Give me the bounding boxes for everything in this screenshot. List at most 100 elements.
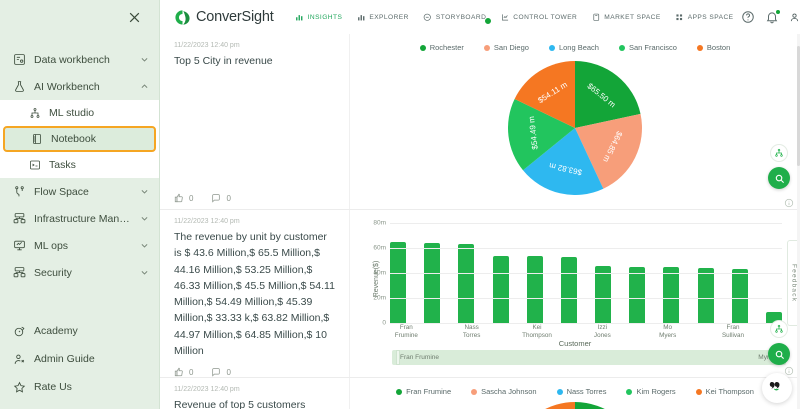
search-button[interactable] [768, 343, 790, 365]
sidebar-item-security[interactable]: Security [0, 259, 159, 286]
legend-item[interactable]: Rochester [419, 43, 464, 52]
sidebar-item-ml-studio[interactable]: ML studio [0, 100, 159, 126]
info-icon[interactable] [784, 363, 794, 376]
nav-item-apps-space[interactable]: APPS SPACE [668, 13, 741, 22]
bar[interactable] [526, 256, 543, 324]
pie-slice[interactable] [508, 98, 575, 171]
content-scrollbar[interactable] [797, 34, 800, 409]
pie-slice[interactable] [575, 402, 641, 409]
sidebar-item-notebook[interactable]: Notebook [3, 126, 156, 152]
share-button[interactable] [770, 144, 788, 162]
sidebar-item-infrastructure-management[interactable]: Infrastructure Manage... [0, 205, 159, 232]
card-left-panel: 11/22/2023 12:40 pm Top 5 City in revenu… [160, 34, 350, 209]
tasks-icon [28, 159, 41, 172]
bell-icon[interactable] [765, 10, 780, 24]
data-workbench-icon [12, 53, 26, 67]
like-button[interactable]: 0 [174, 367, 193, 377]
brand-name: ConverSight [196, 9, 274, 25]
bar[interactable] [595, 266, 612, 324]
chevron-down-icon [141, 217, 148, 221]
sidebar-item-tasks[interactable]: Tasks [0, 152, 159, 178]
academy-icon [12, 324, 26, 338]
bar[interactable] [697, 267, 714, 324]
feedback-tab[interactable]: Feedback [787, 240, 800, 326]
gridline: 60m [373, 245, 782, 252]
bar[interactable] [663, 267, 680, 324]
pie-slice[interactable] [575, 113, 642, 189]
comment-button[interactable]: 0 [211, 367, 231, 377]
nav-item-market-space[interactable]: MARKET SPACE [584, 13, 667, 22]
help-circle-icon[interactable] [741, 10, 755, 24]
card-left-panel: 11/22/2023 12:40 pm The revenue by unit … [160, 210, 350, 377]
info-icon[interactable] [784, 195, 794, 208]
chevron-down-icon [141, 190, 148, 194]
brand-logo[interactable]: ConverSight [174, 9, 274, 26]
bar[interactable] [492, 255, 509, 324]
nav-item-insights[interactable]: INSIGHTS [288, 13, 350, 22]
legend-item[interactable]: Sascha Johnson [471, 387, 537, 396]
nav-item-storyboard[interactable]: STORYBOARD [416, 13, 493, 25]
chat-assistant-button[interactable] [762, 373, 792, 403]
nav-item-explorer[interactable]: EXPLORER [349, 13, 416, 22]
legend-item[interactable]: San Diego [483, 43, 529, 52]
x-range-slider[interactable]: Fran Frumine Myrtle [392, 350, 786, 365]
range-slider-left-handle[interactable] [396, 350, 400, 365]
sidebar: Data workbench AI Workbench [0, 0, 160, 409]
legend-item[interactable]: Fran Frumine [396, 387, 451, 396]
bar[interactable] [390, 242, 406, 324]
legend-item[interactable]: Boston [696, 43, 730, 52]
sidebar-item-admin-guide[interactable]: Admin Guide [0, 345, 159, 373]
sidebar-item-label: AI Workbench [34, 80, 100, 93]
gridline: 80m [373, 220, 782, 227]
insights-feed[interactable]: 11/22/2023 12:40 pm Top 5 City in revenu… [160, 34, 800, 409]
sidebar-item-data-workbench[interactable]: Data workbench [0, 46, 159, 73]
infrastructure-icon [12, 212, 26, 226]
sidebar-item-flow-space[interactable]: Flow Space [0, 178, 159, 205]
legend-item[interactable]: Kei Thompson [695, 387, 754, 396]
legend-label: Rochester [429, 43, 464, 52]
range-end-label: Myrtle [758, 354, 776, 361]
sidebar-item-academy[interactable]: Academy [0, 317, 159, 345]
pie-slice[interactable] [515, 402, 575, 409]
x-axis-tick: Fran Frumine [394, 324, 418, 339]
scrollbar-thumb[interactable] [797, 46, 800, 166]
sidebar-item-ml-ops[interactable]: ML ops [0, 232, 159, 259]
insight-card-top-5-city: 11/22/2023 12:40 pm Top 5 City in revenu… [160, 34, 800, 210]
bar[interactable] [458, 244, 475, 324]
control-tower-icon [500, 13, 509, 22]
legend-dot [483, 44, 490, 51]
x-axis-tick: Fran Sullivan [721, 324, 745, 339]
nav-item-control-tower[interactable]: CONTROL TOWER [493, 13, 584, 22]
card-chart-panel: Revenue($) 0 20m 40m 60m 80m Fran Frumine Nass… [350, 210, 800, 377]
search-button[interactable] [768, 167, 790, 189]
feedback-label: Feedback [790, 263, 798, 303]
pie-slice[interactable] [575, 61, 641, 128]
legend-label: Nass Torres [566, 387, 607, 396]
comment-button[interactable]: 0 [211, 193, 231, 203]
legend-item[interactable]: Long Beach [548, 43, 599, 52]
bar-chart[interactable]: Revenue($) 0 20m 40m 60m 80m Fran Frumine Nass… [360, 220, 788, 339]
bar-chart-ylabel: Revenue($) [372, 260, 380, 298]
card-timestamp: 11/22/2023 12:40 pm [174, 386, 240, 393]
legend-item[interactable]: Nass Torres [556, 387, 607, 396]
pie-slice[interactable] [523, 128, 604, 195]
pie-chart-1[interactable]: $65.50 m $64.85 m $63.82 m $54.49 m $54.11 m [508, 61, 642, 195]
share-button[interactable] [770, 320, 788, 338]
pie-slice[interactable] [514, 61, 575, 128]
legend-item[interactable]: Kim Rogers [626, 387, 676, 396]
bar[interactable] [731, 268, 748, 324]
pie-chart-2[interactable] [508, 402, 642, 409]
card-chart-panel: Fran Frumine Sascha Johnson Nass Torres … [350, 378, 800, 409]
legend-item[interactable]: San Francisco [618, 43, 677, 52]
like-button[interactable]: 0 [174, 193, 193, 203]
sidebar-close-button[interactable] [0, 0, 159, 34]
bar[interactable] [560, 257, 577, 324]
sidebar-item-rate-us[interactable]: Rate Us [0, 373, 159, 401]
thumbs-up-icon [174, 193, 183, 203]
user-menu[interactable]: Athena [789, 12, 800, 23]
chevron-down-icon [141, 58, 148, 62]
bar[interactable] [629, 267, 646, 324]
bar[interactable] [424, 242, 441, 324]
sidebar-item-ai-workbench[interactable]: AI Workbench [0, 73, 159, 100]
